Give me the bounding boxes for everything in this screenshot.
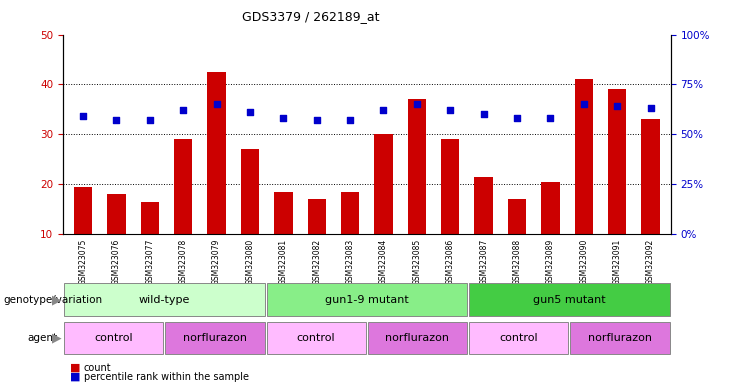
Bar [207, 72, 226, 234]
Text: GDS3379 / 262189_at: GDS3379 / 262189_at [242, 10, 380, 23]
Bar [469, 322, 568, 354]
Bar [441, 139, 459, 234]
Bar [274, 192, 293, 234]
Bar [64, 322, 163, 354]
Text: agent: agent [27, 333, 58, 343]
Text: gun5 mutant: gun5 mutant [533, 295, 605, 305]
Text: ▶: ▶ [53, 293, 62, 306]
Point [244, 109, 256, 116]
Text: ▶: ▶ [53, 331, 62, 344]
Point [645, 105, 657, 111]
Bar [107, 194, 125, 234]
Bar [74, 187, 92, 234]
Point [210, 101, 222, 108]
Bar [574, 79, 593, 234]
Bar [571, 322, 670, 354]
Point [310, 118, 322, 124]
Text: gun1-9 mutant: gun1-9 mutant [325, 295, 409, 305]
Bar [64, 283, 265, 316]
Bar [341, 192, 359, 234]
Text: control: control [297, 333, 336, 343]
Point [478, 111, 490, 118]
Bar [241, 149, 259, 234]
Bar [141, 202, 159, 234]
Bar [541, 182, 559, 234]
Bar [308, 199, 326, 234]
Bar [469, 283, 670, 316]
Point [277, 115, 289, 121]
Bar [408, 99, 426, 234]
Bar [474, 177, 493, 234]
Bar [608, 89, 626, 234]
Point [177, 108, 189, 114]
Text: control: control [499, 333, 538, 343]
Point [344, 118, 356, 124]
Text: norflurazon: norflurazon [183, 333, 247, 343]
Bar [368, 322, 467, 354]
Text: control: control [94, 333, 133, 343]
Bar [165, 322, 265, 354]
Text: ■: ■ [70, 372, 81, 382]
Bar [267, 322, 366, 354]
Point [578, 101, 590, 108]
Text: percentile rank within the sample: percentile rank within the sample [84, 372, 249, 382]
Point [411, 101, 423, 108]
Text: genotype/variation: genotype/variation [4, 295, 103, 305]
Bar [642, 119, 659, 234]
Point [77, 113, 89, 119]
Bar [174, 139, 193, 234]
Point [545, 115, 556, 121]
Point [378, 108, 390, 114]
Point [110, 118, 122, 124]
Bar [508, 199, 526, 234]
Point [144, 118, 156, 124]
Point [511, 115, 523, 121]
Text: ■: ■ [70, 363, 81, 373]
Bar [267, 283, 467, 316]
Text: norflurazon: norflurazon [385, 333, 450, 343]
Bar [374, 134, 393, 234]
Text: count: count [84, 363, 111, 373]
Text: norflurazon: norflurazon [588, 333, 652, 343]
Text: wild-type: wild-type [139, 295, 190, 305]
Point [611, 103, 623, 109]
Point [445, 108, 456, 114]
